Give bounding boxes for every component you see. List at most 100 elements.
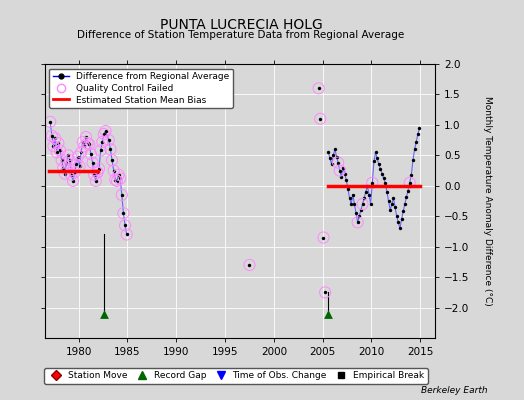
Point <box>342 176 351 183</box>
Point <box>64 152 72 158</box>
Text: Difference of Station Temperature Data from Regional Average: Difference of Station Temperature Data f… <box>78 30 405 40</box>
Point <box>93 169 102 176</box>
Point <box>123 231 131 238</box>
Point <box>80 143 89 149</box>
Point <box>391 204 399 210</box>
Point <box>69 178 77 184</box>
Point <box>90 172 99 178</box>
Point <box>362 189 370 195</box>
Point <box>407 172 416 178</box>
Point <box>93 169 102 176</box>
Point <box>394 219 402 226</box>
Point <box>46 119 54 125</box>
Point <box>326 155 334 162</box>
Point <box>388 201 396 207</box>
Point <box>62 160 71 166</box>
Point <box>98 139 106 145</box>
Point <box>86 151 95 157</box>
Point <box>378 170 386 177</box>
Point <box>75 163 84 170</box>
Point <box>332 153 341 160</box>
Point <box>406 180 414 186</box>
Point <box>366 201 375 207</box>
Point <box>335 167 344 174</box>
Point <box>354 219 362 226</box>
Point <box>70 169 79 176</box>
Point <box>375 161 383 168</box>
Point <box>350 201 358 207</box>
Point <box>72 161 81 168</box>
Point <box>74 153 82 160</box>
Point <box>334 160 342 166</box>
Point <box>406 180 414 186</box>
Point <box>365 192 373 198</box>
Point <box>404 188 412 194</box>
Point <box>106 146 115 152</box>
Point <box>355 213 364 220</box>
Point <box>119 210 128 216</box>
Point <box>345 195 354 201</box>
Point <box>101 128 110 134</box>
Point <box>92 178 100 184</box>
Point <box>56 147 64 154</box>
Point <box>67 172 75 178</box>
Point <box>399 208 407 214</box>
Point <box>51 135 59 142</box>
Point <box>111 176 119 183</box>
Point <box>117 192 126 198</box>
Point <box>344 186 352 192</box>
Point <box>321 289 329 296</box>
Point <box>93 169 102 176</box>
Point <box>113 178 121 184</box>
Point <box>386 207 395 213</box>
Point <box>108 157 116 164</box>
Point <box>373 155 381 162</box>
Point <box>339 164 347 171</box>
Point <box>392 213 401 220</box>
Point <box>85 141 93 148</box>
Point <box>316 116 324 122</box>
Point <box>354 219 362 226</box>
Point <box>105 137 113 143</box>
Point <box>314 85 323 92</box>
Text: PUNTA LUCRECIA HOLG: PUNTA LUCRECIA HOLG <box>160 18 322 32</box>
Point <box>48 133 56 139</box>
Point <box>370 158 378 165</box>
Legend: Station Move, Record Gap, Time of Obs. Change, Empirical Break: Station Move, Record Gap, Time of Obs. C… <box>44 368 428 384</box>
Point <box>116 175 124 182</box>
Point <box>335 167 344 174</box>
Point <box>412 139 420 145</box>
Point <box>48 133 56 139</box>
Point <box>116 175 124 182</box>
Point <box>96 147 105 154</box>
Point <box>114 172 123 178</box>
Point <box>93 169 102 176</box>
Point <box>111 176 119 183</box>
Point <box>100 131 108 137</box>
Point <box>86 151 95 157</box>
Point <box>121 222 129 228</box>
Point <box>316 116 324 122</box>
Point <box>372 149 380 156</box>
Point <box>385 198 393 204</box>
Point <box>100 310 108 317</box>
Point <box>363 182 372 189</box>
Point <box>54 140 62 146</box>
Point <box>352 210 360 216</box>
Point <box>80 143 89 149</box>
Point <box>79 139 87 145</box>
Point <box>82 134 90 140</box>
Point <box>59 164 68 171</box>
Point <box>319 234 328 241</box>
Point <box>358 201 367 207</box>
Point <box>56 147 64 154</box>
Point <box>117 192 126 198</box>
Y-axis label: Monthly Temperature Anomaly Difference (°C): Monthly Temperature Anomaly Difference (… <box>483 96 492 306</box>
Point <box>62 160 71 166</box>
Point <box>360 195 368 201</box>
Point <box>79 139 87 145</box>
Point <box>70 169 79 176</box>
Point <box>368 180 376 186</box>
Point <box>66 157 74 164</box>
Point <box>105 137 113 143</box>
